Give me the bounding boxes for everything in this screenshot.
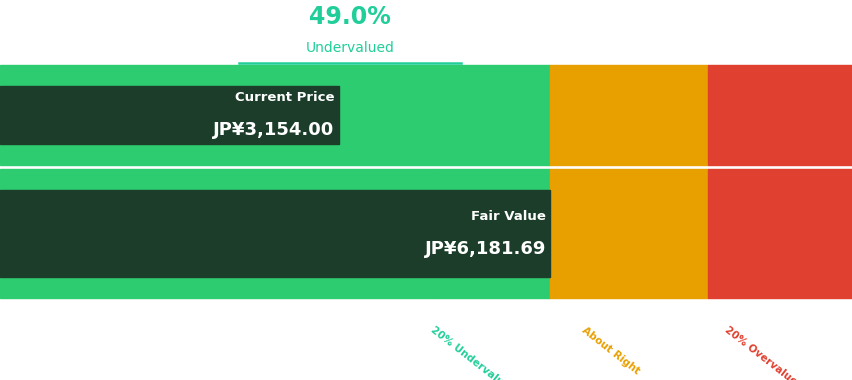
Bar [707,65,852,165]
Text: About Right: About Right [579,325,641,376]
Bar [435,65,550,165]
Bar [0,86,338,144]
Text: JP¥6,181.69: JP¥6,181.69 [424,240,545,258]
Bar [0,169,435,298]
Text: 20% Overvalued: 20% Overvalued [722,325,804,380]
Text: Current Price: Current Price [234,91,334,105]
Text: 49.0%: 49.0% [308,5,390,29]
Bar [435,169,550,298]
Bar [0,190,550,277]
Bar [707,169,852,298]
Bar [550,169,707,298]
Text: 20% Undervalued: 20% Undervalued [429,325,516,380]
Bar [550,65,707,165]
Text: JP¥3,154.00: JP¥3,154.00 [213,121,334,139]
Bar [0,65,435,165]
Text: Undervalued: Undervalued [305,41,394,54]
Text: Fair Value: Fair Value [470,210,545,223]
